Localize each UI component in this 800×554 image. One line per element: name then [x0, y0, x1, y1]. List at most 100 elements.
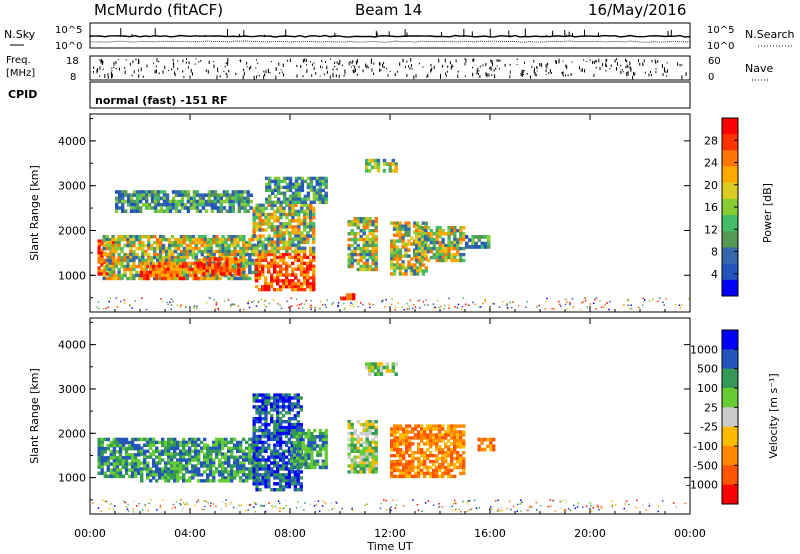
echo-cell	[147, 261, 151, 266]
echo-cell	[273, 422, 277, 427]
echo-cell	[300, 209, 304, 214]
freq-sample	[362, 69, 364, 73]
echo-cell	[453, 232, 457, 236]
echo-cell	[170, 235, 175, 239]
echo-cell	[304, 462, 308, 467]
echo-cell	[118, 456, 123, 460]
echo-cell	[310, 450, 314, 454]
echo-cell	[191, 255, 196, 260]
echo-cell	[111, 243, 115, 248]
echo-cell	[239, 255, 243, 260]
echo-cell	[231, 196, 235, 201]
freq-sample	[379, 62, 381, 66]
echo-cell	[100, 437, 104, 442]
echo-cell	[307, 431, 311, 436]
echo-cell	[181, 264, 186, 269]
echo-cell	[206, 464, 210, 468]
echo-cell	[167, 455, 171, 459]
near-range-echo	[331, 303, 333, 306]
echo-cell	[404, 251, 408, 255]
noise-tick-top-right: 10^5	[707, 25, 734, 36]
freq-sample	[426, 75, 428, 78]
echo-cell	[471, 238, 475, 243]
echo-cell	[438, 249, 442, 254]
near-range-echo	[277, 500, 280, 502]
freq-sample	[263, 75, 265, 80]
echo-cell	[282, 209, 286, 214]
echo-cell	[420, 448, 424, 452]
echo-cell	[309, 188, 313, 193]
echo-cell	[453, 451, 457, 455]
echo-cell	[453, 436, 457, 440]
echo-cell	[374, 252, 378, 257]
echo-cell	[252, 405, 256, 409]
freq-sample	[111, 74, 112, 79]
echo-cell	[267, 443, 271, 447]
freq-sample	[352, 65, 354, 67]
echo-cell	[438, 229, 442, 233]
near-range-echo	[267, 502, 270, 504]
echo-cell	[279, 455, 283, 459]
echo-cell	[486, 241, 491, 246]
echo-cell	[267, 270, 271, 274]
echo-cell	[243, 196, 247, 201]
echo-cell	[118, 196, 122, 201]
near-range-echo	[324, 502, 327, 504]
echo-cell	[371, 246, 375, 251]
near-range-echo	[685, 502, 688, 505]
echo-cell	[157, 264, 162, 269]
echo-cell	[135, 209, 140, 213]
echo-cell	[396, 462, 400, 467]
echo-cell	[194, 437, 198, 442]
echo-cell	[184, 267, 188, 272]
echo-cell	[300, 185, 305, 190]
echo-cell	[160, 267, 165, 272]
echo-cell	[402, 427, 406, 431]
freq-sample	[162, 70, 164, 74]
echo-cell	[167, 449, 171, 453]
echo-cell	[222, 272, 226, 276]
near-range-echo	[467, 304, 470, 307]
freq-sample	[599, 67, 601, 71]
echo-cell	[252, 212, 256, 217]
freq-sample	[242, 75, 244, 80]
echo-cell	[205, 269, 209, 273]
echo-cell	[170, 437, 174, 442]
echo-cell	[141, 193, 146, 197]
echo-cell	[417, 456, 421, 461]
echo-cell	[167, 249, 172, 254]
echo-cell	[225, 257, 229, 261]
echo-cell	[194, 246, 198, 251]
echo-cell	[291, 243, 295, 248]
echo-cell	[191, 458, 195, 462]
echo-cell	[368, 464, 372, 468]
echo-cell	[166, 270, 171, 275]
echo-cell	[135, 193, 140, 197]
echo-cell	[268, 197, 272, 201]
echo-cell	[453, 424, 457, 428]
echo-cell	[249, 193, 253, 197]
near-range-echo	[279, 507, 281, 510]
echo-cell	[395, 224, 400, 228]
echo-cell	[371, 440, 375, 445]
echo-cell	[176, 440, 180, 445]
echo-cell	[390, 433, 394, 437]
near-range-echo	[304, 303, 306, 305]
echo-cell	[489, 441, 493, 445]
echo-cell	[309, 258, 313, 262]
near-range-echo	[552, 499, 554, 502]
colorbar-tick-label: 24	[704, 157, 718, 170]
near-range-echo	[182, 507, 184, 509]
echo-cell	[350, 458, 354, 462]
echo-cell	[282, 200, 287, 204]
echo-cell	[420, 451, 424, 455]
echo-cell	[362, 217, 366, 221]
echo-cell	[221, 252, 225, 257]
freq-sample	[111, 67, 113, 69]
echo-cell	[236, 237, 240, 242]
freq-sample	[309, 61, 311, 63]
echo-cell	[309, 203, 313, 208]
echo-cell	[371, 220, 375, 224]
echo-cell	[105, 235, 109, 239]
echo-cell	[179, 452, 183, 456]
